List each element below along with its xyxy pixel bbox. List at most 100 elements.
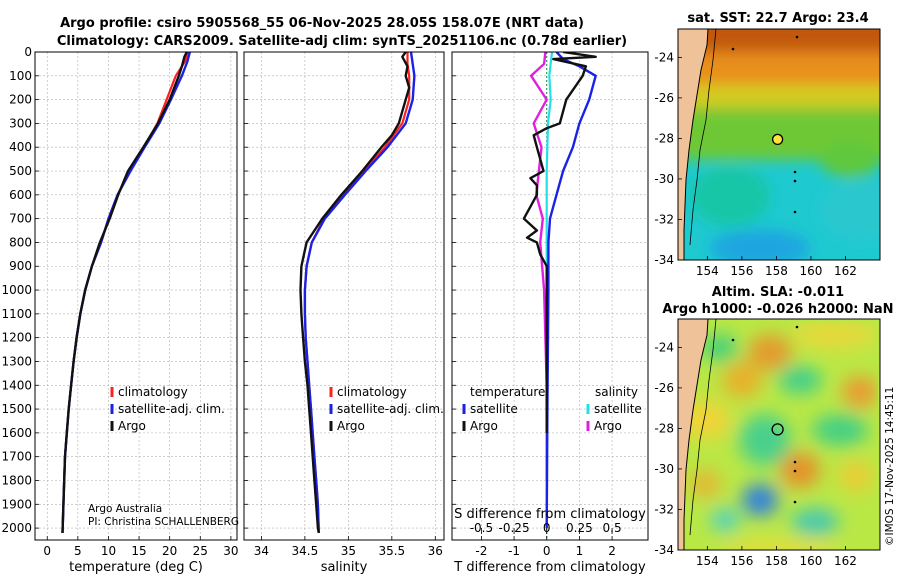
difference-ticks: -2 -1 0 1 2 -0.5 -0.25 0 0.25 0.5 <box>452 51 622 558</box>
legend-label-s-argo: Argo <box>594 419 622 433</box>
map-xtick-label: 162 <box>834 554 857 568</box>
ytick-label: 1200 <box>1 331 32 345</box>
difference-xlabel: T difference from climatology <box>453 560 646 575</box>
ytick-label: 300 <box>9 116 32 130</box>
difference-grid <box>452 51 648 540</box>
series-line-climatology <box>61 52 190 533</box>
difference-series <box>522 52 597 540</box>
sla-blob <box>838 460 874 492</box>
ytick-label: 1400 <box>1 378 32 392</box>
map-xtick-label: 158 <box>765 264 788 278</box>
xtick-label: 5 <box>74 544 82 558</box>
sst-patch-green <box>820 142 880 178</box>
sla-reef-marker <box>795 325 799 329</box>
difference-axes-box <box>451 51 649 541</box>
salinity-panel: 34 34.5 35 35.5 36 salinity climatology sate… <box>243 51 445 575</box>
xtick-label: 0 <box>43 544 51 558</box>
ytick-label: 1600 <box>1 426 32 440</box>
xtick-label: 1 <box>576 544 584 558</box>
sla-coastline <box>683 319 709 550</box>
ytick-label: 900 <box>9 259 32 273</box>
legend-label-s-satellite: satellite <box>594 402 642 416</box>
salinity-grid <box>244 51 444 540</box>
series-line-satellite-adj-clim- <box>61 52 192 533</box>
sla-argo-position-marker <box>771 423 784 436</box>
salinity-ticks: 34 34.5 35 35.5 36 <box>244 51 443 558</box>
sst-map-frame <box>677 28 881 261</box>
sst-reef-marker <box>793 179 797 183</box>
sla-blob <box>689 470 721 498</box>
sst-argo-position-marker <box>771 133 784 146</box>
map-ytick-label: -26 <box>654 381 674 395</box>
xtick2-label: -0.5 <box>470 521 493 535</box>
xtick-label: 34 <box>254 544 269 558</box>
sla-blob <box>702 334 738 362</box>
map-xtick-label: 160 <box>799 554 822 568</box>
sst-reef-marker <box>793 210 797 214</box>
sst-coastline <box>683 29 709 260</box>
ytick-label: 400 <box>9 140 32 154</box>
sla-blob-low <box>742 484 778 516</box>
map-ytick-label: -24 <box>654 50 674 64</box>
temperature-panel: 0100200300400500600700800900100011001200… <box>1 45 239 575</box>
sst-patch-cyan <box>820 180 880 240</box>
sla-blob <box>722 362 762 398</box>
map-xtick-label: 154 <box>696 264 719 278</box>
legend-title-temperature: temperature <box>470 385 545 399</box>
map-xtick-label: 160 <box>799 264 822 278</box>
xtick2-label: 0.5 <box>603 521 622 535</box>
series-line-climatology <box>303 52 411 533</box>
series-line-argo <box>61 52 188 533</box>
sla-blob <box>720 540 840 550</box>
ytick-label: 0 <box>24 45 32 59</box>
credit-line1: Argo Australia <box>88 503 162 515</box>
sst-reef-marker <box>793 170 797 174</box>
legend-label-satellite: satellite-adj. clim. <box>118 402 225 416</box>
xtick-label: 20 <box>162 544 177 558</box>
sst-map-panel: sat. SST: 22.7 Argo: 23.4 1 <box>654 11 881 278</box>
sst-map-ticks: 154 156 158 160 162 -24 -26 -28 -30 -32 -34 <box>654 50 857 278</box>
difference-panel: -2 -1 0 1 2 -0.5 -0.25 0 0.25 0.5 T difference fr… <box>451 51 649 575</box>
figure-title-line1: Argo profile: csiro 5905568_55 06-Nov-20… <box>60 16 584 31</box>
sst-reef-marker <box>795 35 799 39</box>
sst-reef-marker <box>731 47 735 51</box>
ytick-label: 1100 <box>1 307 32 321</box>
map-ytick-label: -30 <box>654 172 674 186</box>
temperature-series <box>61 52 192 533</box>
legend-label-t-satellite: satellite <box>470 402 518 416</box>
sla-reef-marker <box>793 500 797 504</box>
ytick-label: 1000 <box>1 283 32 297</box>
sla-isobath <box>689 319 717 536</box>
legend-label-climatology: climatology <box>118 385 188 399</box>
map-ytick-label: -34 <box>654 253 674 267</box>
map-xtick-label: 162 <box>834 264 857 278</box>
temperature-xlabel: temperature (deg C) <box>69 560 203 575</box>
sst-isobath <box>689 29 717 246</box>
sla-blob <box>778 366 822 394</box>
salinity-xlabel: salinity <box>321 560 368 575</box>
xtick-label: 10 <box>101 544 116 558</box>
xtick-label: 15 <box>131 544 146 558</box>
xtick-label: -1 <box>508 544 520 558</box>
ytick-label: 500 <box>9 164 32 178</box>
xtick-label: 25 <box>193 544 208 558</box>
map-ytick-label: -32 <box>654 212 674 226</box>
sla-reef-marker <box>731 338 735 342</box>
difference-legend: temperature salinity satellite Argo sate… <box>462 385 642 433</box>
xtick-label: 35 <box>341 544 356 558</box>
sst-patch-teal <box>690 166 770 226</box>
legend-label-argo: Argo <box>337 419 365 433</box>
difference-xlabel2: S difference from climatology <box>454 507 646 522</box>
map-ytick-label: -34 <box>654 543 674 557</box>
sst-patch-blue <box>710 230 810 260</box>
xtick-label: 0 <box>543 544 551 558</box>
legend-label-climatology: climatology <box>337 385 407 399</box>
ytick-label: 1300 <box>1 354 32 368</box>
sla-blob <box>791 508 839 536</box>
ytick-label: 1500 <box>1 402 32 416</box>
series-line-t-satellite <box>545 52 597 529</box>
xtick2-label: -0.25 <box>499 521 530 535</box>
timestamp-stamp: ©IMOS 17-Nov-2025 14:45:11 <box>884 387 896 546</box>
map-xtick-label: 158 <box>765 554 788 568</box>
